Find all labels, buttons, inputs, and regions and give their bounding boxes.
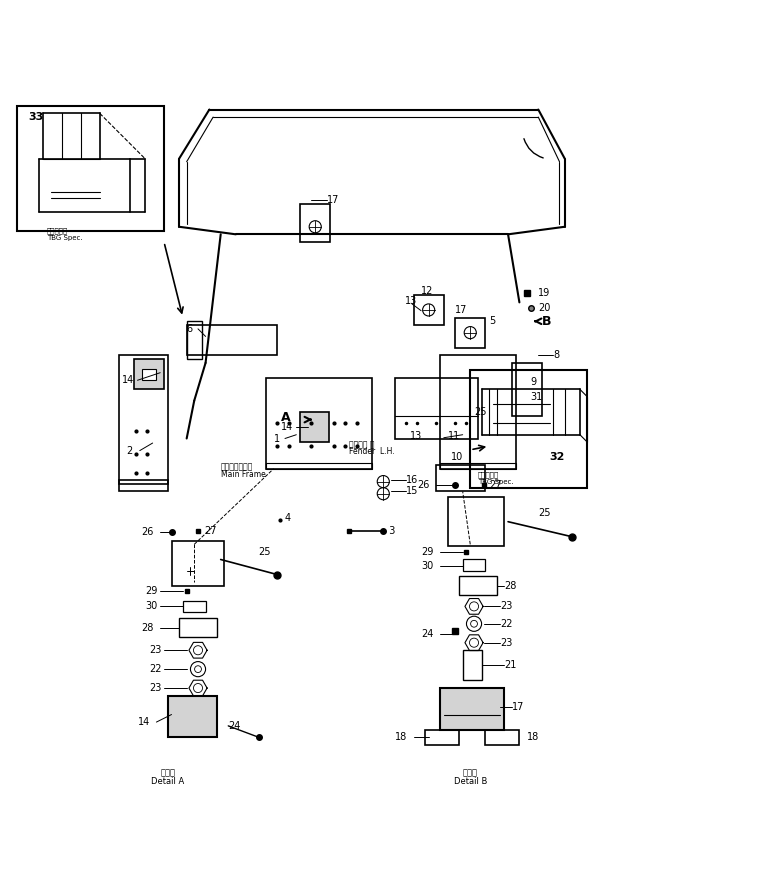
- Text: 25: 25: [538, 508, 551, 517]
- Bar: [172, 540, 225, 586]
- Text: フェンダ 左: フェンダ 左: [349, 440, 375, 449]
- Text: 17: 17: [326, 196, 339, 205]
- Text: 10: 10: [452, 453, 464, 462]
- Text: 23: 23: [500, 602, 513, 611]
- Text: Detail B: Detail B: [454, 777, 487, 786]
- Bar: [187, 321, 202, 359]
- Bar: [17, 106, 164, 231]
- Text: 17: 17: [455, 305, 468, 315]
- Text: 1: 1: [274, 433, 280, 444]
- Bar: [266, 378, 372, 468]
- Text: 14: 14: [137, 717, 150, 727]
- Bar: [300, 412, 329, 442]
- Text: 30: 30: [145, 602, 157, 611]
- Bar: [414, 295, 444, 325]
- Text: 19: 19: [538, 288, 550, 297]
- Text: 22: 22: [500, 619, 513, 629]
- Bar: [440, 688, 504, 730]
- Text: 16: 16: [406, 475, 418, 485]
- Text: Detail A: Detail A: [151, 777, 184, 786]
- Bar: [455, 317, 485, 348]
- Text: 18: 18: [395, 732, 407, 742]
- Bar: [485, 730, 519, 745]
- Bar: [187, 325, 277, 355]
- Text: 25: 25: [259, 547, 271, 557]
- Text: B: B: [542, 315, 552, 328]
- Text: 21: 21: [504, 660, 517, 670]
- Text: 27: 27: [489, 481, 502, 490]
- Text: 18: 18: [527, 732, 539, 742]
- Bar: [512, 363, 542, 416]
- Bar: [183, 601, 206, 612]
- Text: 3: 3: [383, 525, 395, 536]
- Text: 15: 15: [406, 487, 418, 496]
- Text: 28: 28: [504, 581, 517, 591]
- Bar: [463, 650, 482, 681]
- Text: 31: 31: [531, 392, 543, 402]
- Bar: [118, 355, 168, 484]
- Text: 17: 17: [512, 702, 524, 712]
- Text: メインフレーム: メインフレーム: [221, 462, 253, 471]
- Text: 12: 12: [421, 286, 433, 296]
- Bar: [266, 463, 372, 468]
- Bar: [168, 695, 217, 738]
- Text: 29: 29: [421, 547, 433, 557]
- Text: 32: 32: [550, 453, 565, 462]
- Bar: [134, 359, 164, 389]
- Text: 8: 8: [553, 350, 559, 360]
- Text: ＴＢＧ仕様: ＴＢＧ仕様: [478, 471, 499, 478]
- Text: 5: 5: [489, 317, 496, 326]
- Text: 14: 14: [122, 375, 134, 385]
- Text: 2: 2: [126, 446, 132, 455]
- Text: 4: 4: [285, 513, 291, 523]
- Bar: [471, 370, 587, 488]
- Bar: [425, 730, 459, 745]
- Text: 13: 13: [405, 296, 417, 306]
- Text: Ｂ詳細: Ｂ詳細: [463, 768, 477, 777]
- Text: Main Frame: Main Frame: [221, 469, 266, 479]
- Bar: [179, 617, 217, 637]
- Bar: [300, 204, 330, 242]
- Bar: [395, 378, 478, 438]
- Text: 14: 14: [281, 422, 294, 432]
- Bar: [440, 355, 515, 468]
- Text: 24: 24: [421, 629, 433, 638]
- Text: 28: 28: [141, 623, 153, 632]
- Bar: [448, 496, 504, 545]
- Text: Fender  L.H.: Fender L.H.: [349, 447, 395, 456]
- Text: 6: 6: [187, 324, 193, 334]
- Text: 13: 13: [410, 431, 422, 441]
- Bar: [440, 463, 515, 468]
- Bar: [459, 576, 496, 595]
- Text: 9: 9: [531, 377, 537, 387]
- Text: 25: 25: [474, 407, 487, 417]
- Text: 22: 22: [149, 664, 162, 674]
- Text: 20: 20: [538, 303, 551, 313]
- Text: A: A: [281, 410, 291, 424]
- Text: 11: 11: [448, 431, 460, 441]
- Text: TBG Spec.: TBG Spec.: [47, 235, 83, 240]
- Text: TBG Spec.: TBG Spec.: [478, 479, 513, 485]
- Text: 30: 30: [421, 560, 433, 571]
- Text: 26: 26: [141, 526, 153, 537]
- Text: 23: 23: [500, 638, 513, 648]
- Bar: [118, 480, 168, 491]
- Text: ＴＢＧ仕様: ＴＢＧ仕様: [47, 227, 68, 233]
- Text: 23: 23: [149, 683, 161, 693]
- Text: 29: 29: [145, 586, 157, 596]
- Text: 24: 24: [228, 721, 241, 731]
- Bar: [142, 369, 156, 380]
- Text: Ａ詳細: Ａ詳細: [160, 768, 175, 777]
- Text: 23: 23: [149, 645, 161, 655]
- Bar: [463, 560, 485, 571]
- Text: 27: 27: [204, 525, 216, 536]
- Text: 33: 33: [28, 112, 43, 122]
- Text: 26: 26: [417, 481, 430, 490]
- Bar: [436, 465, 485, 491]
